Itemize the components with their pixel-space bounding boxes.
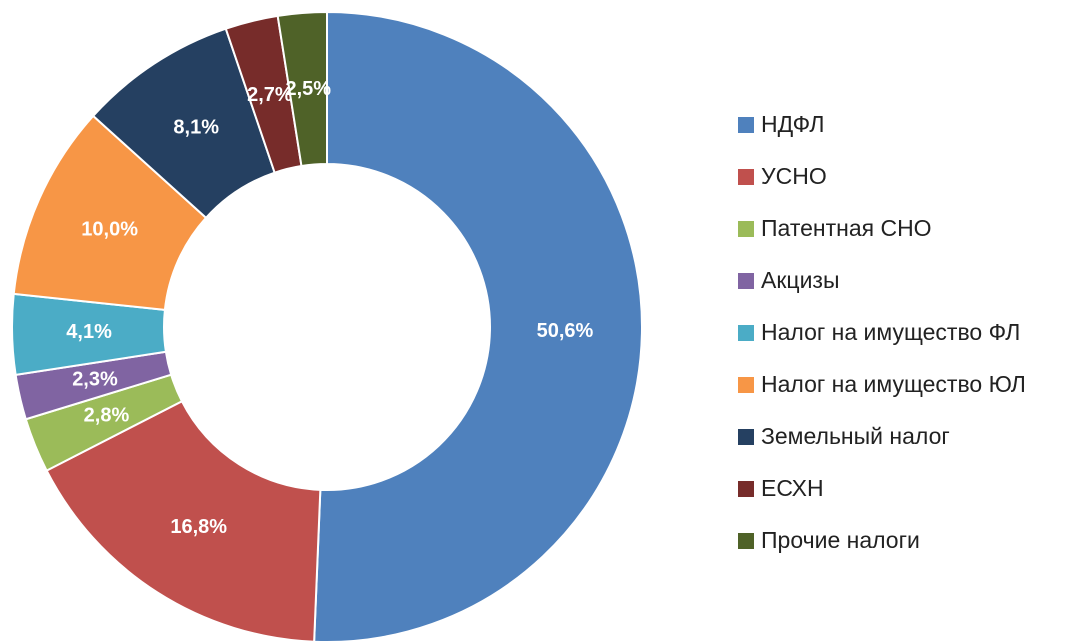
legend-label: Налог на имущество ЮЛ	[761, 371, 1026, 397]
legend-label: Прочие налоги	[761, 527, 920, 553]
legend-swatch	[738, 273, 754, 289]
donut-segment	[276, 10, 328, 168]
data-label: 2,8%	[84, 405, 130, 427]
legend-swatch	[738, 533, 754, 549]
donut-segment	[313, 10, 643, 642]
data-label: 16,8%	[170, 516, 227, 538]
legend-label: ЕСХН	[761, 475, 824, 501]
legend-swatch	[738, 429, 754, 445]
data-label: 2,5%	[286, 78, 332, 100]
data-label: 10,0%	[81, 218, 138, 240]
legend-label: Земельный налог	[761, 423, 950, 449]
legend-swatch	[738, 325, 754, 341]
data-label: 8,1%	[173, 116, 219, 138]
legend-label: УСНО	[761, 163, 827, 189]
donut-segment	[45, 399, 322, 642]
legend-swatch	[738, 481, 754, 497]
legend-swatch	[738, 221, 754, 237]
data-label: 2,3%	[72, 368, 118, 390]
legend-swatch	[738, 117, 754, 133]
legend-swatch	[738, 377, 754, 393]
legend-label: НДФЛ	[761, 111, 825, 137]
legend-label: Налог на имущество ФЛ	[761, 319, 1020, 345]
data-label: 4,1%	[66, 321, 112, 343]
legend-swatch	[738, 169, 754, 185]
legend-label: Акцизы	[761, 267, 840, 293]
legend-label: Патентная СНО	[761, 215, 932, 241]
data-label: 50,6%	[537, 320, 594, 342]
data-label: 2,7%	[247, 84, 293, 106]
